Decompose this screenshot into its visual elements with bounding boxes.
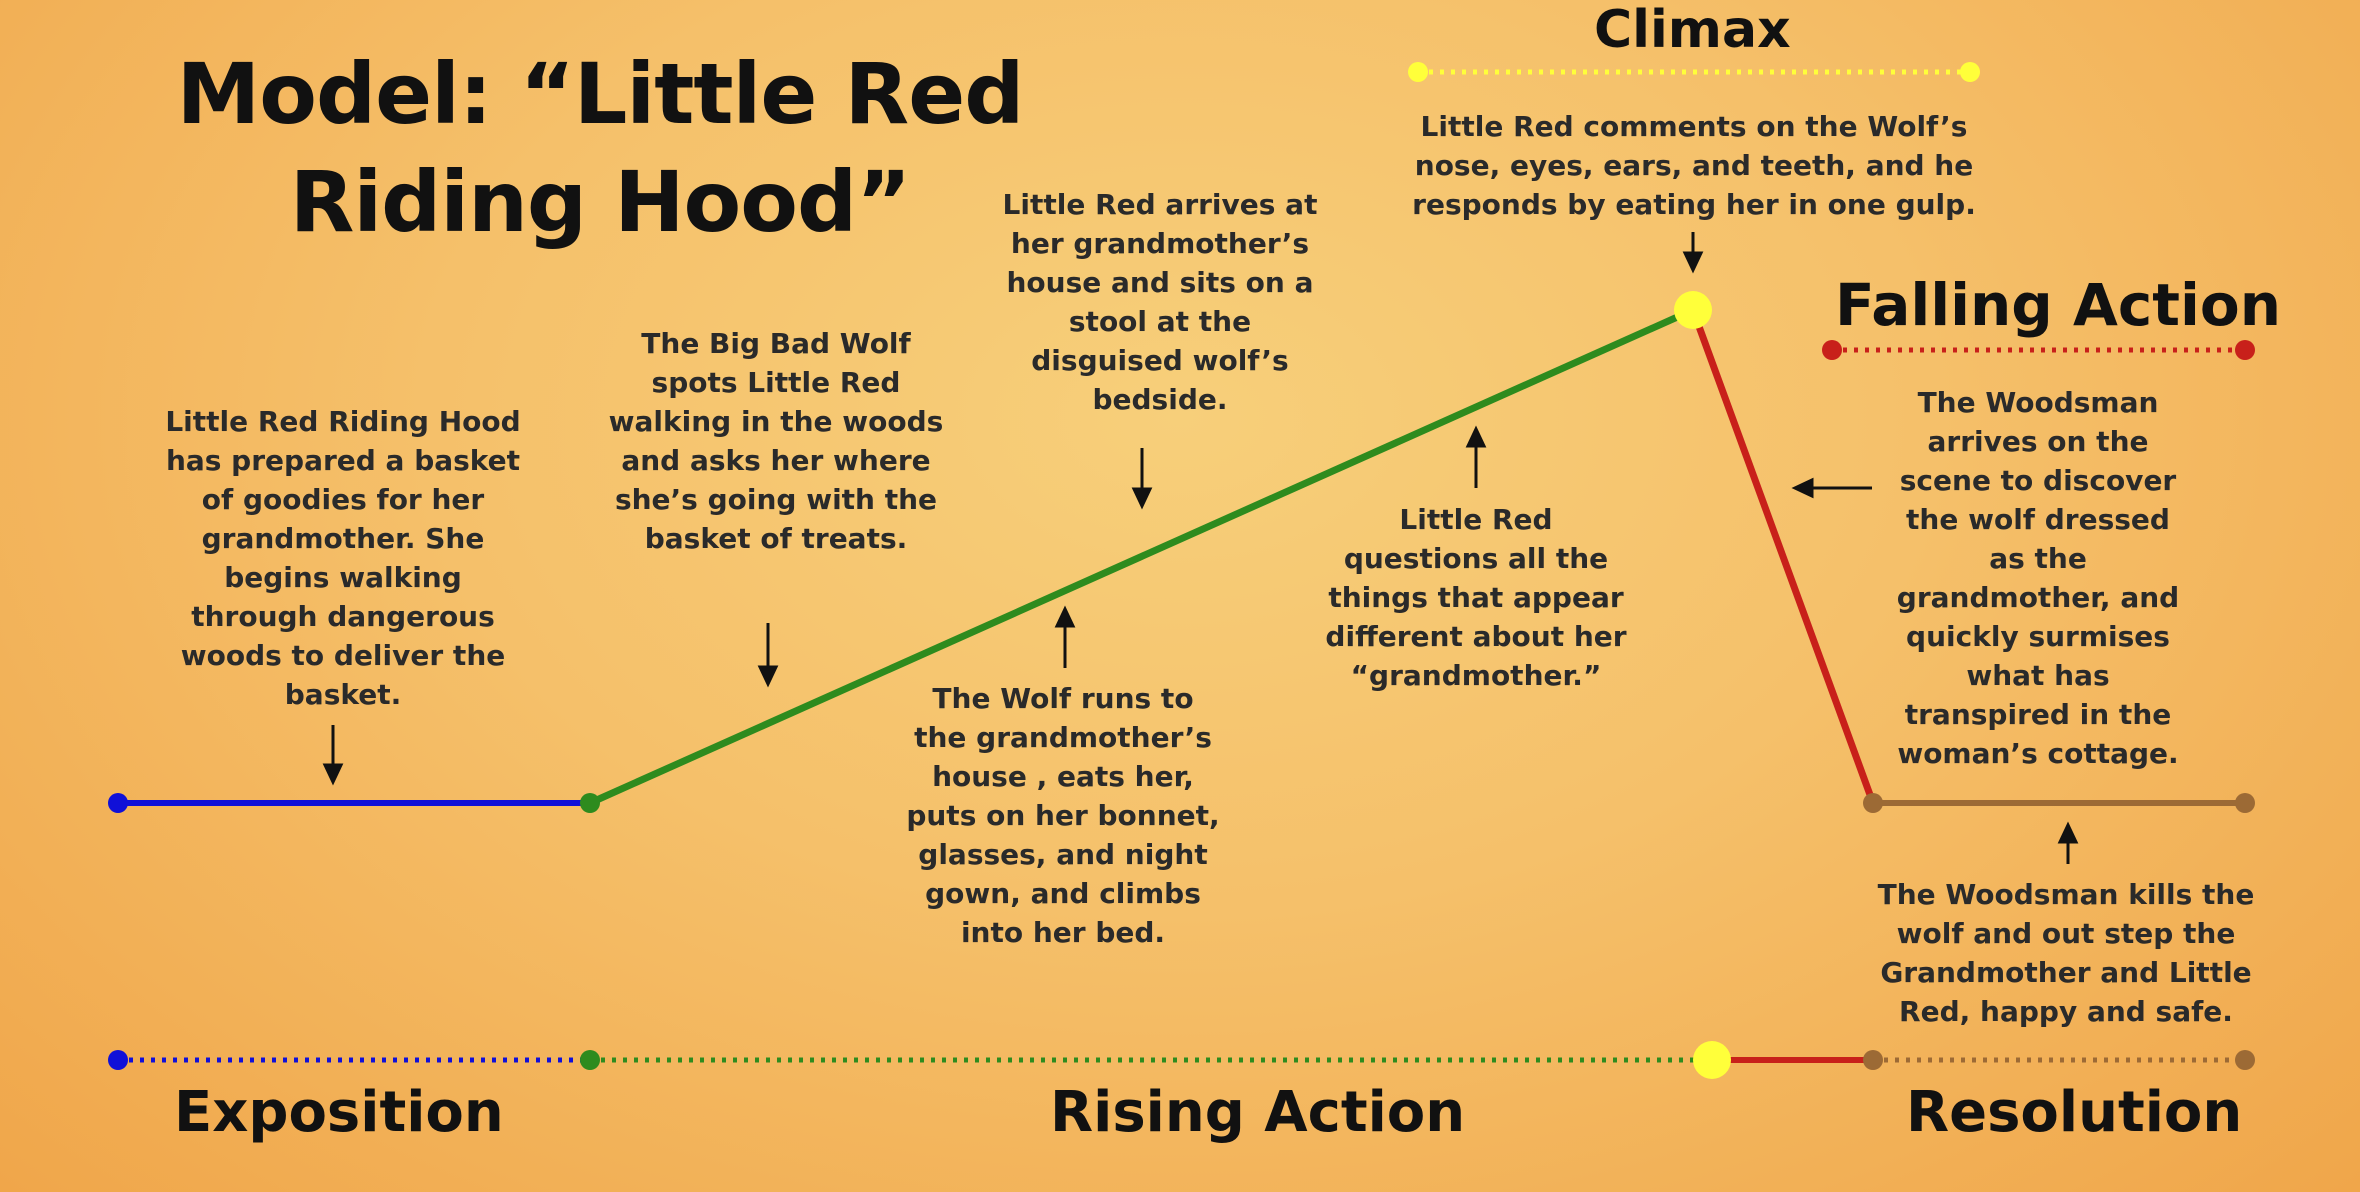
- arrow-woodsman-left-icon: [1791, 477, 1872, 499]
- exposition-start-dot: [108, 793, 128, 813]
- arrow-climax-down-icon: [1682, 232, 1704, 274]
- event-woodsman-arrives: The Woodsman arrives on the scene to dis…: [1896, 386, 2180, 770]
- falling-underline-left-dot: [1822, 340, 1842, 360]
- rising-action-line: [588, 306, 1695, 807]
- event-exposition: Little Red Riding Hood has prepared a ba…: [165, 405, 521, 711]
- event-questions: Little Red questions all the things that…: [1325, 503, 1627, 692]
- arrow-questions-up-icon: [1465, 425, 1487, 488]
- rising-action-heading: Rising Action: [1050, 1080, 1466, 1145]
- arrow-wolf-spots-down-icon: [757, 623, 779, 688]
- timeline-resolution-dot: [1863, 1050, 1883, 1070]
- climax-underline-left-dot: [1408, 62, 1428, 82]
- falling-action-line: [1689, 308, 1877, 805]
- timeline-climax-dot: [1693, 1041, 1731, 1079]
- climax-heading: Climax: [1594, 0, 1791, 60]
- timeline-exposition-dot: [108, 1050, 128, 1070]
- timeline-rising-dot: [580, 1050, 600, 1070]
- rising-start-dot: [580, 793, 600, 813]
- resolution-heading: Resolution: [1906, 1080, 2243, 1145]
- arrow-exposition-down-icon: [322, 725, 344, 786]
- event-wolf-runs: The Wolf runs to the grandmother’s house…: [906, 682, 1220, 949]
- event-resolution: The Woodsman kills the wolf and out step…: [1877, 878, 2255, 1028]
- exposition-heading: Exposition: [174, 1080, 504, 1145]
- resolution-start-dot: [1863, 793, 1883, 813]
- page-title: Model: “Little Red Riding Hood”: [176, 45, 1025, 251]
- climax-dot: [1674, 291, 1712, 329]
- climax-underline-right-dot: [1960, 62, 1980, 82]
- timeline-end-dot: [2235, 1050, 2255, 1070]
- event-wolf-spots: The Big Bad Wolf spots Little Red walkin…: [608, 327, 944, 555]
- arrow-arrives-down-icon: [1131, 448, 1153, 510]
- arrow-wolf-runs-up-icon: [1054, 605, 1076, 668]
- falling-action-heading: Falling Action: [1835, 271, 2282, 339]
- event-climax: Little Red comments on the Wolf’s nose, …: [1412, 110, 1976, 221]
- event-arrives: Little Red arrives at her grandmother’s …: [1002, 188, 1318, 416]
- resolution-end-dot: [2235, 793, 2255, 813]
- falling-underline-right-dot: [2235, 340, 2255, 360]
- arrow-resolution-up-icon: [2057, 821, 2079, 864]
